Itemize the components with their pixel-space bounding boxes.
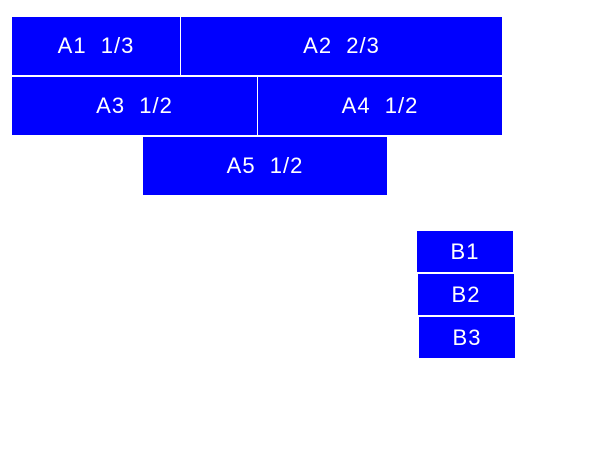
box-b2-label: B2 <box>451 281 481 307</box>
box-b1[interactable]: B1 <box>417 231 513 272</box>
box-a2-label: A2 2/3 <box>303 33 380 58</box>
box-a3[interactable]: A3 1/2 <box>12 77 257 135</box>
box-a4[interactable]: A4 1/2 <box>258 77 502 135</box>
box-a3-label: A3 1/2 <box>96 93 173 118</box>
box-a2[interactable]: A2 2/3 <box>181 17 502 75</box>
box-b3[interactable]: B3 <box>419 317 515 358</box>
box-a1-label: A1 1/3 <box>57 33 135 58</box>
box-a4-label: A4 1/2 <box>341 93 419 118</box>
box-a5-label: A5 1/2 <box>226 153 304 178</box>
box-a5[interactable]: A5 1/2 <box>143 137 387 195</box>
box-a1[interactable]: A1 1/3 <box>12 17 180 75</box>
box-b3-label: B3 <box>452 324 482 350</box>
box-b2[interactable]: B2 <box>418 274 514 315</box>
box-b1-label: B1 <box>450 238 480 264</box>
